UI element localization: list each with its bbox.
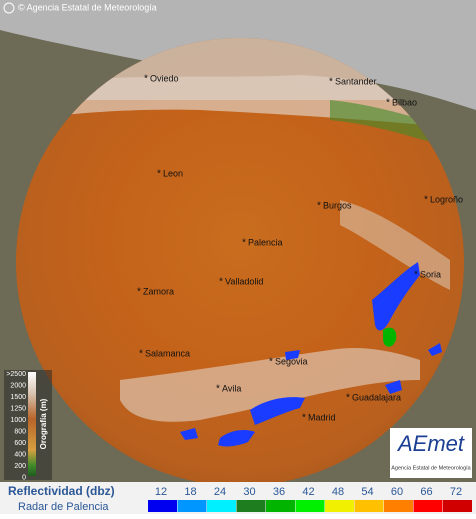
logo-caption: Agencia Estatal de Meteorología bbox=[391, 465, 471, 471]
central-range bbox=[120, 348, 420, 422]
orography-label: 400 bbox=[14, 451, 26, 458]
scale-swatch bbox=[384, 500, 413, 512]
echo bbox=[428, 343, 442, 356]
orography-label: 800 bbox=[14, 428, 26, 435]
radar-echoes bbox=[180, 262, 442, 447]
scale-label: 12 bbox=[155, 486, 167, 498]
city-marker: * bbox=[139, 349, 143, 360]
scale-label: 42 bbox=[302, 486, 314, 498]
copyright: © Agencia Estatal de Meteorología bbox=[18, 2, 157, 12]
scale-swatch bbox=[207, 500, 236, 512]
orography-label: >2500 bbox=[6, 371, 26, 378]
scale-label: 24 bbox=[214, 486, 226, 498]
city-label: Madrid bbox=[308, 412, 336, 422]
city-marker: * bbox=[424, 195, 428, 206]
copyright-icon bbox=[3, 2, 15, 14]
city-marker: * bbox=[144, 74, 148, 85]
scale-swatch bbox=[295, 500, 325, 512]
scale-swatch bbox=[413, 500, 443, 512]
city-marker: * bbox=[386, 98, 390, 109]
city-marker: * bbox=[329, 77, 333, 88]
city-marker: * bbox=[137, 287, 141, 298]
city-label: Segovia bbox=[275, 356, 308, 366]
city-marker: * bbox=[219, 277, 223, 288]
echo bbox=[372, 262, 420, 331]
echo bbox=[383, 327, 397, 347]
scale-swatch bbox=[148, 500, 177, 512]
city-marker: * bbox=[157, 169, 161, 180]
orography-label: 1000 bbox=[10, 417, 26, 424]
city-marker: * bbox=[242, 238, 246, 249]
orography-label: 0 bbox=[22, 474, 26, 481]
city-label: Zamora bbox=[143, 286, 174, 296]
legend-subtitle: Radar de Palencia bbox=[18, 501, 109, 513]
terrain-detail bbox=[16, 38, 464, 447]
city-marker: * bbox=[269, 357, 273, 368]
city-label: Santander bbox=[335, 76, 377, 86]
city-marker: * bbox=[414, 270, 418, 281]
echo bbox=[250, 397, 305, 425]
orography-label: 2000 bbox=[10, 382, 26, 389]
city-marker: * bbox=[346, 393, 350, 404]
city-label: Avila bbox=[222, 383, 241, 393]
city-marker: * bbox=[302, 413, 306, 424]
echo bbox=[218, 430, 255, 447]
scale-label: 36 bbox=[273, 486, 285, 498]
scale-label: 66 bbox=[420, 486, 432, 498]
scale-label: 60 bbox=[391, 486, 403, 498]
scale-swatch bbox=[443, 500, 472, 512]
scale-swatch bbox=[325, 500, 354, 512]
echo bbox=[180, 428, 198, 440]
city-label: Guadalajara bbox=[352, 392, 401, 402]
city-label: Salamanca bbox=[145, 348, 190, 358]
logo-name: AEmet bbox=[396, 431, 465, 456]
scale-label: 48 bbox=[332, 486, 344, 498]
orography-label: 1250 bbox=[10, 405, 26, 412]
city-label: Oviedo bbox=[150, 73, 179, 83]
cities: * Oviedo * Santander* Bilbao* Leon* Burgos * Log… bbox=[137, 73, 463, 423]
orography-label: 600 bbox=[14, 440, 26, 447]
legend-title: Reflectividad (dbz) bbox=[8, 484, 115, 498]
scale-label: 54 bbox=[361, 486, 373, 498]
reflectivity-scale: 12 18 24 30 36 42 48 54 60 66 72 bbox=[148, 486, 472, 512]
orography-title: Orografía (m) bbox=[39, 398, 48, 449]
city-marker: * bbox=[216, 384, 220, 395]
orography-label: 200 bbox=[14, 463, 26, 470]
city-label: Logroño bbox=[430, 194, 463, 204]
city-label: Leon bbox=[163, 168, 183, 178]
scale-swatch bbox=[266, 500, 295, 512]
scale-swatch bbox=[354, 500, 384, 512]
orography-bar bbox=[28, 372, 36, 476]
echo bbox=[385, 380, 402, 394]
iberian-range bbox=[340, 200, 450, 290]
scale-label: 30 bbox=[243, 486, 255, 498]
echo bbox=[285, 350, 300, 360]
scale-label: 72 bbox=[450, 486, 462, 498]
city-marker: * bbox=[317, 201, 321, 212]
scale-label: 18 bbox=[184, 486, 196, 498]
logo-box bbox=[390, 428, 472, 478]
city-label: Bilbao bbox=[392, 97, 417, 107]
city-label: Soria bbox=[420, 269, 441, 279]
orography-label: 1500 bbox=[10, 394, 26, 401]
scale-swatch bbox=[177, 500, 207, 512]
scale-swatch bbox=[236, 500, 266, 512]
city-label: Valladolid bbox=[225, 276, 263, 286]
city-label: Palencia bbox=[248, 237, 283, 247]
city-label: Burgos bbox=[323, 200, 352, 210]
